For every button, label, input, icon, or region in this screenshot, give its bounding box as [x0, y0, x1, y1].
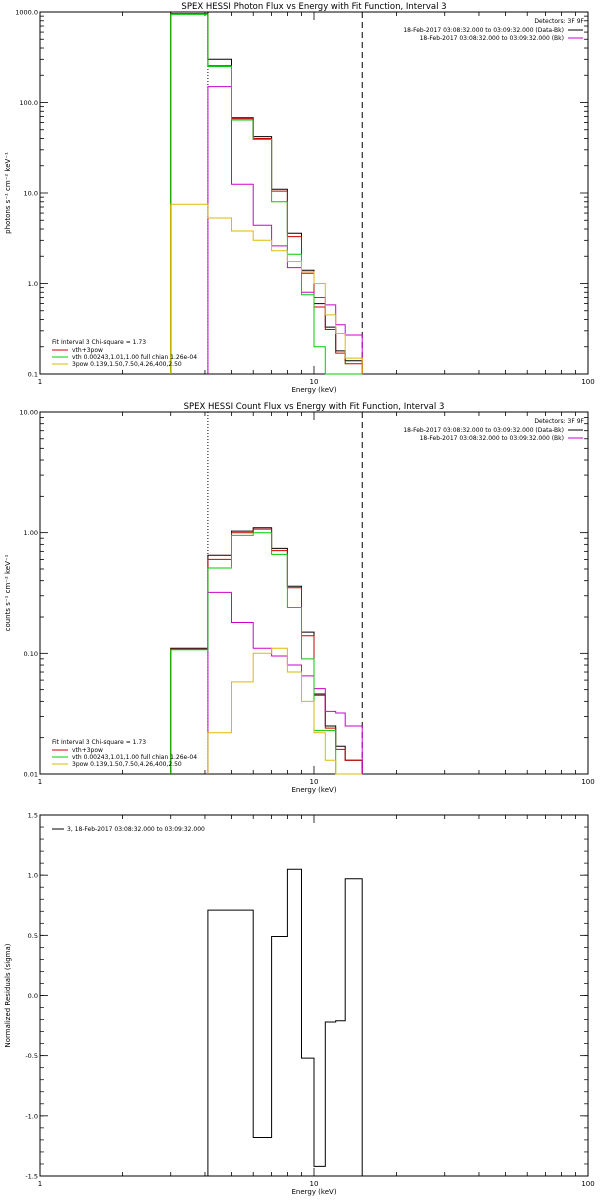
legend-header: Detectors: 3F 9F — [534, 18, 584, 25]
y-axis-label: photons s⁻¹ cm⁻² keV⁻¹ — [4, 152, 12, 234]
y-tick-label: 0.01 — [24, 771, 38, 779]
series-3-step-line — [207, 591, 363, 774]
x-axis-label: Energy (keV) — [291, 386, 336, 394]
series-1-step-line — [170, 11, 363, 374]
x-axis-label: Energy (keV) — [291, 1188, 336, 1196]
y-tick-label: 10.0 — [24, 190, 38, 198]
y-axis-label: Normalized Residuals (sigma) — [4, 943, 12, 1047]
fit-legend-label: 3pow 0.139,1.50,7.50,4.26,400,2.50 — [72, 761, 182, 768]
y-tick-label: 0.5 — [28, 932, 38, 940]
x-axis-label: Energy (keV) — [291, 786, 336, 794]
y-tick-label: -1.5 — [25, 1173, 38, 1181]
legend-entry-label: 18-Feb-2017 03:08:32.000 to 03:09:32.000… — [403, 27, 564, 34]
x-tick-label: 1 — [38, 778, 42, 786]
residual-legend-label: 3, 18-Feb-2017 03:08:32.000 to 03:09:32.… — [67, 826, 205, 833]
chart-panel-1: SPEX HESSI Photon Flux vs Energy with Fi… — [4, 2, 595, 394]
series-5-step-line — [207, 647, 363, 775]
fit-legend-label: vth+3pow — [72, 347, 103, 354]
fit-legend-label: vth+3pow — [72, 747, 103, 754]
series-4-step-line — [170, 532, 363, 775]
y-tick-label: 1.0 — [28, 872, 38, 880]
y-tick-label: -1.0 — [25, 1112, 38, 1120]
series-4-step-line — [170, 13, 363, 375]
fit-legend-label: vth 0.00243,1.01,1.00 full chian 1.26e-0… — [72, 754, 197, 761]
series-1-step-line — [170, 527, 363, 774]
y-tick-label: -0.5 — [25, 1052, 38, 1060]
series-5-step-line — [170, 203, 363, 374]
legend-entry-label: 18-Feb-2017 03:08:32.000 to 03:09:32.000… — [420, 35, 564, 42]
x-tick-label: 100 — [581, 378, 594, 386]
series-2-step-line — [170, 528, 363, 774]
y-tick-label: 1.5 — [28, 812, 38, 820]
y-tick-label: 0.1 — [28, 371, 38, 379]
y-tick-label: 10.00 — [19, 409, 38, 417]
y-tick-label: 1.0 — [28, 280, 38, 288]
y-tick-label: 0.10 — [24, 650, 38, 658]
y-tick-label: 1.00 — [24, 529, 38, 537]
y-tick-label: 1000.0 — [15, 9, 38, 17]
fit-legend-label: vth 0.00243,1.01,1.00 full chian 1.26e-0… — [72, 354, 197, 361]
fit-legend-label: 3pow 0.139,1.50,7.50,4.26,400,2.50 — [72, 361, 182, 368]
legend-header: Detectors: 3F 9F — [534, 418, 584, 425]
x-tick-label: 10 — [310, 378, 319, 386]
x-tick-label: 10 — [310, 1180, 319, 1188]
y-tick-label: 0.0 — [28, 992, 38, 1000]
x-tick-label: 10 — [310, 778, 319, 786]
x-tick-label: 100 — [581, 778, 594, 786]
series-1-step-line — [207, 868, 363, 1176]
x-tick-label: 1 — [38, 378, 42, 386]
legend-entry-label: 18-Feb-2017 03:08:32.000 to 03:09:32.000… — [420, 435, 564, 442]
chart-title: SPEX HESSI Count Flux vs Energy with Fit… — [184, 402, 445, 412]
series-2-step-line — [170, 13, 363, 374]
legend-entry-label: 18-Feb-2017 03:08:32.000 to 03:09:32.000… — [403, 427, 564, 434]
chart-title: SPEX HESSI Photon Flux vs Energy with Fi… — [181, 2, 446, 12]
fit-legend-header: Fit Interval 3 Chi-square = 1.73 — [52, 339, 146, 346]
y-axis-label: counts s⁻¹ cm⁻² keV⁻¹ — [4, 554, 12, 631]
fit-legend-header: Fit Interval 3 Chi-square = 1.73 — [52, 739, 146, 746]
chart-panel-2: SPEX HESSI Count Flux vs Energy with Fit… — [4, 402, 595, 794]
x-tick-label: 100 — [581, 1180, 594, 1188]
chart-panel-3: 1 10 100 -1.5 -1.0 -0.5 0.0 0.5 1.0 1.5 Energy (ke… — [4, 812, 595, 1197]
y-tick-label: 100.0 — [19, 99, 38, 107]
x-tick-label: 1 — [38, 1180, 42, 1188]
